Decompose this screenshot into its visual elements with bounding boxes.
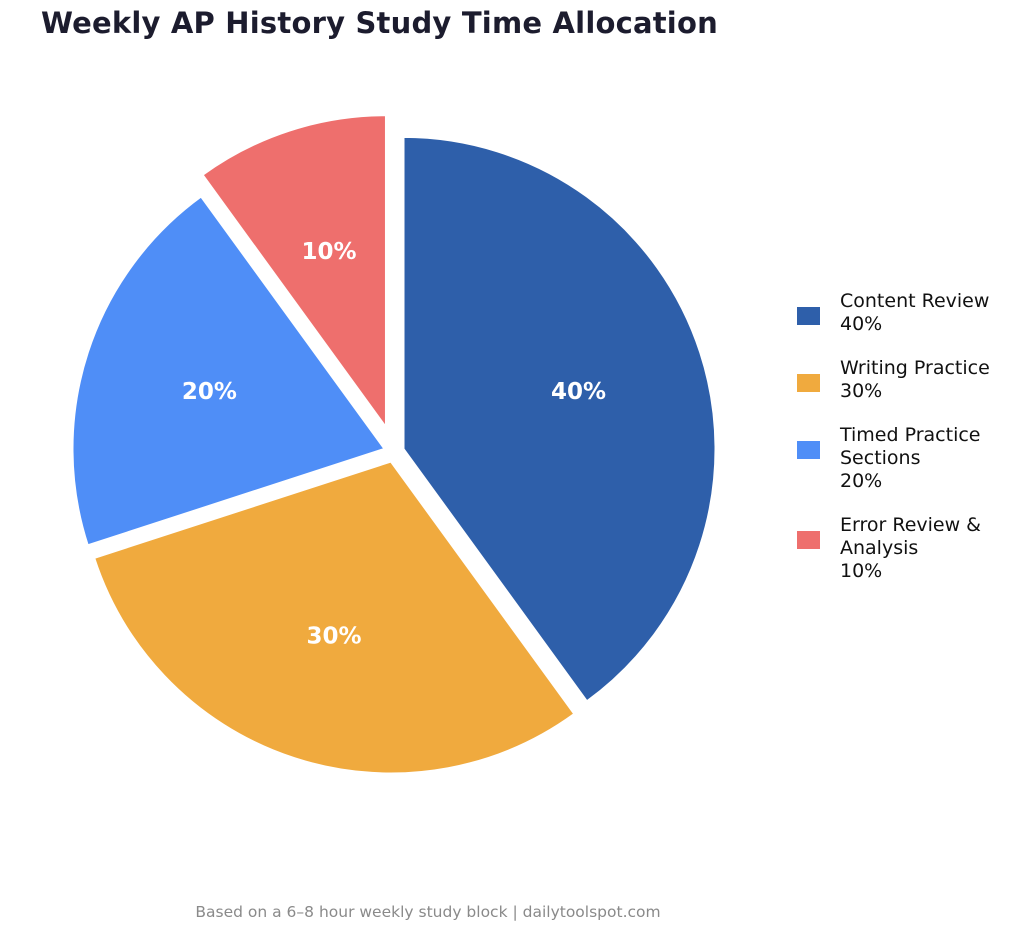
pie-slice-error-review-analysis	[201, 114, 387, 431]
legend-item-content-review: Content Review 40%	[797, 290, 1015, 336]
legend-label: Writing Practice	[840, 357, 990, 379]
legend-item-error-review: Error Review & Analysis 10%	[797, 514, 1015, 583]
legend-value: 20%	[840, 470, 883, 492]
slice-percent-label: 20%	[182, 379, 237, 405]
legend-swatch	[797, 307, 820, 325]
legend-label: Timed Practice Sections	[840, 424, 981, 469]
slice-percent-label: 10%	[302, 239, 357, 265]
legend-text: Content Review 40%	[840, 290, 1015, 336]
legend-item-timed-practice: Timed Practice Sections 20%	[797, 424, 1015, 493]
legend-label: Content Review	[840, 290, 990, 312]
legend-item-writing-practice: Writing Practice 30%	[797, 357, 1015, 403]
legend-text: Error Review & Analysis 10%	[840, 514, 1015, 583]
pie-slice-content-review	[402, 135, 717, 703]
footer-note: Based on a 6–8 hour weekly study block |…	[195, 903, 661, 921]
legend-text: Writing Practice 30%	[840, 357, 1015, 403]
legend-swatch	[797, 374, 820, 392]
legend-value: 30%	[840, 380, 883, 402]
legend-swatch	[797, 441, 820, 459]
legend-text: Timed Practice Sections 20%	[840, 424, 1015, 493]
pie-slice-writing-practice	[92, 460, 576, 775]
slice-percent-label: 30%	[306, 624, 361, 650]
slice-percent-label: 40%	[551, 379, 606, 405]
pie-slice-timed-practice-sections	[71, 195, 387, 547]
legend-swatch	[797, 531, 820, 549]
legend-value: 10%	[840, 560, 883, 582]
legend-label: Error Review & Analysis	[840, 514, 981, 559]
legend: Content Review 40% Writing Practice 30% …	[797, 290, 1015, 604]
legend-value: 40%	[840, 313, 883, 335]
pie-chart: 40% 30% 20% 10%	[71, 114, 717, 775]
chart-title: Weekly AP History Study Time Allocation	[41, 6, 718, 40]
